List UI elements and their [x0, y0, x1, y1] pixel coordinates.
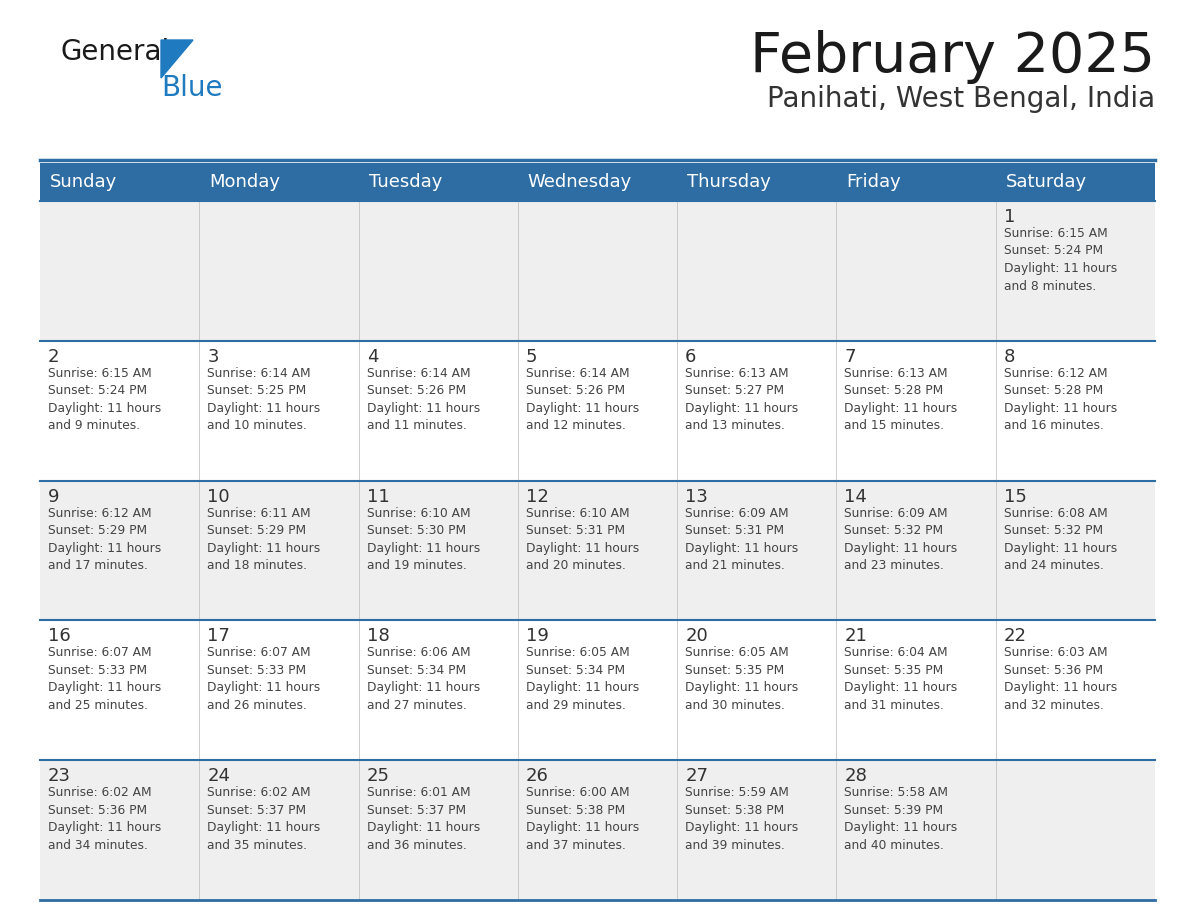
Text: 10: 10 [207, 487, 230, 506]
Bar [40, 760, 1155, 900]
Text: Sunrise: 6:15 AM
Sunset: 5:24 PM
Daylight: 11 hours
and 8 minutes.: Sunrise: 6:15 AM Sunset: 5:24 PM Dayligh… [1004, 227, 1117, 293]
Text: Sunrise: 6:04 AM
Sunset: 5:35 PM
Daylight: 11 hours
and 31 minutes.: Sunrise: 6:04 AM Sunset: 5:35 PM Dayligh… [845, 646, 958, 711]
Text: 5: 5 [526, 348, 537, 365]
Bar [40, 621, 1155, 760]
Text: Sunrise: 6:02 AM
Sunset: 5:36 PM
Daylight: 11 hours
and 34 minutes.: Sunrise: 6:02 AM Sunset: 5:36 PM Dayligh… [48, 786, 162, 852]
Text: 9: 9 [48, 487, 59, 506]
Text: Sunrise: 6:00 AM
Sunset: 5:38 PM
Daylight: 11 hours
and 37 minutes.: Sunrise: 6:00 AM Sunset: 5:38 PM Dayligh… [526, 786, 639, 852]
Bar [40, 341, 1155, 481]
Text: 27: 27 [685, 767, 708, 785]
Text: Sunrise: 6:05 AM
Sunset: 5:35 PM
Daylight: 11 hours
and 30 minutes.: Sunrise: 6:05 AM Sunset: 5:35 PM Dayligh… [685, 646, 798, 711]
Text: 12: 12 [526, 487, 549, 506]
Text: Sunrise: 6:10 AM
Sunset: 5:30 PM
Daylight: 11 hours
and 19 minutes.: Sunrise: 6:10 AM Sunset: 5:30 PM Dayligh… [367, 507, 480, 572]
Text: Sunrise: 6:01 AM
Sunset: 5:37 PM
Daylight: 11 hours
and 36 minutes.: Sunrise: 6:01 AM Sunset: 5:37 PM Dayligh… [367, 786, 480, 852]
Text: Sunrise: 6:12 AM
Sunset: 5:29 PM
Daylight: 11 hours
and 17 minutes.: Sunrise: 6:12 AM Sunset: 5:29 PM Dayligh… [48, 507, 162, 572]
Text: Sunrise: 6:11 AM
Sunset: 5:29 PM
Daylight: 11 hours
and 18 minutes.: Sunrise: 6:11 AM Sunset: 5:29 PM Dayligh… [207, 507, 321, 572]
Text: February 2025: February 2025 [750, 30, 1155, 84]
Text: Monday: Monday [209, 173, 280, 191]
Text: 26: 26 [526, 767, 549, 785]
Text: 14: 14 [845, 487, 867, 506]
Text: Sunrise: 6:09 AM
Sunset: 5:31 PM
Daylight: 11 hours
and 21 minutes.: Sunrise: 6:09 AM Sunset: 5:31 PM Dayligh… [685, 507, 798, 572]
Bar [40, 163, 1155, 201]
Text: Sunrise: 6:10 AM
Sunset: 5:31 PM
Daylight: 11 hours
and 20 minutes.: Sunrise: 6:10 AM Sunset: 5:31 PM Dayligh… [526, 507, 639, 572]
Text: Sunday: Sunday [50, 173, 118, 191]
Text: 23: 23 [48, 767, 71, 785]
Bar [40, 201, 1155, 341]
Bar [40, 481, 1155, 621]
Text: Sunrise: 6:13 AM
Sunset: 5:28 PM
Daylight: 11 hours
and 15 minutes.: Sunrise: 6:13 AM Sunset: 5:28 PM Dayligh… [845, 367, 958, 432]
Text: 20: 20 [685, 627, 708, 645]
Text: 11: 11 [367, 487, 390, 506]
Text: Sunrise: 6:05 AM
Sunset: 5:34 PM
Daylight: 11 hours
and 29 minutes.: Sunrise: 6:05 AM Sunset: 5:34 PM Dayligh… [526, 646, 639, 711]
Text: Sunrise: 6:14 AM
Sunset: 5:26 PM
Daylight: 11 hours
and 11 minutes.: Sunrise: 6:14 AM Sunset: 5:26 PM Dayligh… [367, 367, 480, 432]
Text: Wednesday: Wednesday [527, 173, 632, 191]
Text: Sunrise: 6:14 AM
Sunset: 5:26 PM
Daylight: 11 hours
and 12 minutes.: Sunrise: 6:14 AM Sunset: 5:26 PM Dayligh… [526, 367, 639, 432]
Text: Sunrise: 5:59 AM
Sunset: 5:38 PM
Daylight: 11 hours
and 39 minutes.: Sunrise: 5:59 AM Sunset: 5:38 PM Dayligh… [685, 786, 798, 852]
Text: Thursday: Thursday [687, 173, 771, 191]
Text: 7: 7 [845, 348, 855, 365]
Text: 24: 24 [207, 767, 230, 785]
Text: Sunrise: 6:14 AM
Sunset: 5:25 PM
Daylight: 11 hours
and 10 minutes.: Sunrise: 6:14 AM Sunset: 5:25 PM Dayligh… [207, 367, 321, 432]
Text: 21: 21 [845, 627, 867, 645]
Text: 16: 16 [48, 627, 71, 645]
Text: 8: 8 [1004, 348, 1015, 365]
Text: Sunrise: 6:09 AM
Sunset: 5:32 PM
Daylight: 11 hours
and 23 minutes.: Sunrise: 6:09 AM Sunset: 5:32 PM Dayligh… [845, 507, 958, 572]
Text: 2: 2 [48, 348, 59, 365]
Text: 15: 15 [1004, 487, 1026, 506]
Text: 3: 3 [207, 348, 219, 365]
Text: 13: 13 [685, 487, 708, 506]
Text: Friday: Friday [846, 173, 902, 191]
Text: Sunrise: 6:07 AM
Sunset: 5:33 PM
Daylight: 11 hours
and 26 minutes.: Sunrise: 6:07 AM Sunset: 5:33 PM Dayligh… [207, 646, 321, 711]
Text: Sunrise: 6:15 AM
Sunset: 5:24 PM
Daylight: 11 hours
and 9 minutes.: Sunrise: 6:15 AM Sunset: 5:24 PM Dayligh… [48, 367, 162, 432]
Text: General: General [61, 38, 169, 66]
Text: Sunrise: 5:58 AM
Sunset: 5:39 PM
Daylight: 11 hours
and 40 minutes.: Sunrise: 5:58 AM Sunset: 5:39 PM Dayligh… [845, 786, 958, 852]
Text: 6: 6 [685, 348, 696, 365]
Text: 19: 19 [526, 627, 549, 645]
Text: 17: 17 [207, 627, 230, 645]
Text: Sunrise: 6:12 AM
Sunset: 5:28 PM
Daylight: 11 hours
and 16 minutes.: Sunrise: 6:12 AM Sunset: 5:28 PM Dayligh… [1004, 367, 1117, 432]
Text: 22: 22 [1004, 627, 1026, 645]
Text: 28: 28 [845, 767, 867, 785]
Text: Sunrise: 6:13 AM
Sunset: 5:27 PM
Daylight: 11 hours
and 13 minutes.: Sunrise: 6:13 AM Sunset: 5:27 PM Dayligh… [685, 367, 798, 432]
Text: 25: 25 [367, 767, 390, 785]
Text: Sunrise: 6:06 AM
Sunset: 5:34 PM
Daylight: 11 hours
and 27 minutes.: Sunrise: 6:06 AM Sunset: 5:34 PM Dayligh… [367, 646, 480, 711]
Text: Sunrise: 6:08 AM
Sunset: 5:32 PM
Daylight: 11 hours
and 24 minutes.: Sunrise: 6:08 AM Sunset: 5:32 PM Dayligh… [1004, 507, 1117, 572]
Text: Tuesday: Tuesday [368, 173, 442, 191]
Polygon shape [162, 40, 192, 78]
Text: Saturday: Saturday [1006, 173, 1087, 191]
Text: 1: 1 [1004, 208, 1015, 226]
Text: 4: 4 [367, 348, 378, 365]
Text: Sunrise: 6:07 AM
Sunset: 5:33 PM
Daylight: 11 hours
and 25 minutes.: Sunrise: 6:07 AM Sunset: 5:33 PM Dayligh… [48, 646, 162, 711]
Text: Panihati, West Bengal, India: Panihati, West Bengal, India [767, 85, 1155, 113]
Text: 18: 18 [367, 627, 390, 645]
Text: Sunrise: 6:03 AM
Sunset: 5:36 PM
Daylight: 11 hours
and 32 minutes.: Sunrise: 6:03 AM Sunset: 5:36 PM Dayligh… [1004, 646, 1117, 711]
Text: Sunrise: 6:02 AM
Sunset: 5:37 PM
Daylight: 11 hours
and 35 minutes.: Sunrise: 6:02 AM Sunset: 5:37 PM Dayligh… [207, 786, 321, 852]
Text: Blue: Blue [162, 74, 222, 102]
